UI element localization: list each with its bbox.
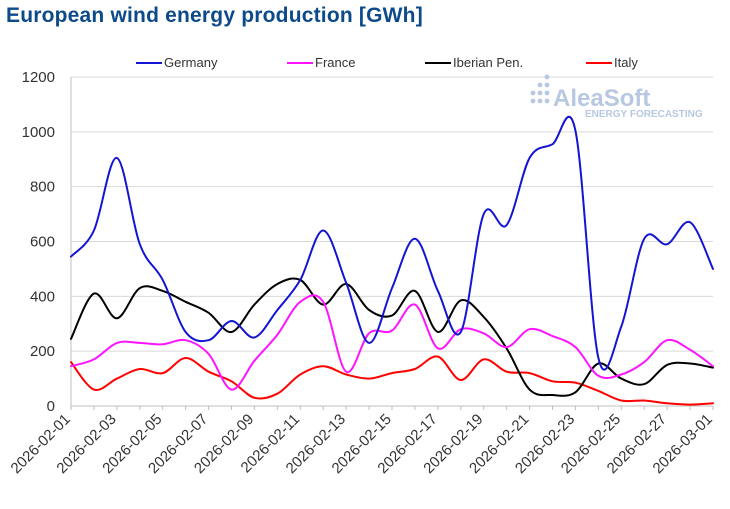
legend-item-iberian-pen: Iberian Pen. bbox=[425, 55, 523, 70]
legend-label: Germany bbox=[164, 55, 218, 70]
series-lines bbox=[70, 115, 714, 406]
legend-item-italy: Italy bbox=[586, 55, 638, 70]
y-tick-label: 800 bbox=[30, 179, 55, 196]
chart-title: European wind energy production [GWh] bbox=[6, 4, 423, 27]
watermark-tagline: ENERGY FORECASTING bbox=[585, 109, 703, 120]
series-line-iberian-pen bbox=[70, 277, 714, 397]
y-tick-label: 1200 bbox=[22, 69, 55, 86]
legend-item-france: France bbox=[287, 55, 355, 70]
y-tick-label: 200 bbox=[30, 343, 55, 360]
legend: Germany France Iberian Pen. Italy bbox=[136, 55, 638, 70]
aleasoft-watermark: AleaSoft ENERGY FORECASTING bbox=[530, 74, 703, 120]
series-line-germany bbox=[70, 115, 714, 371]
y-tick-label: 1000 bbox=[22, 124, 55, 141]
legend-item-germany: Germany bbox=[136, 55, 218, 70]
y-tick-label: 400 bbox=[30, 288, 55, 305]
aleasoft-logo-icon bbox=[530, 74, 550, 104]
legend-label: Iberian Pen. bbox=[453, 55, 523, 70]
series-line-italy bbox=[70, 355, 714, 406]
legend-label: Italy bbox=[614, 55, 638, 70]
series-line-france bbox=[70, 294, 714, 391]
x-tick-labels: 2026-02-012026-02-032026-02-052026-02-07… bbox=[8, 411, 716, 477]
axes bbox=[70, 77, 714, 410]
y-tick-label: 0 bbox=[47, 398, 55, 415]
legend-label: France bbox=[315, 55, 355, 70]
y-tick-labels: 0 200 400 600 800 1000 1200 bbox=[22, 69, 55, 415]
y-tick-label: 600 bbox=[30, 234, 55, 251]
watermark-brand: AleaSoft bbox=[553, 85, 650, 112]
gridlines bbox=[71, 76, 713, 352]
